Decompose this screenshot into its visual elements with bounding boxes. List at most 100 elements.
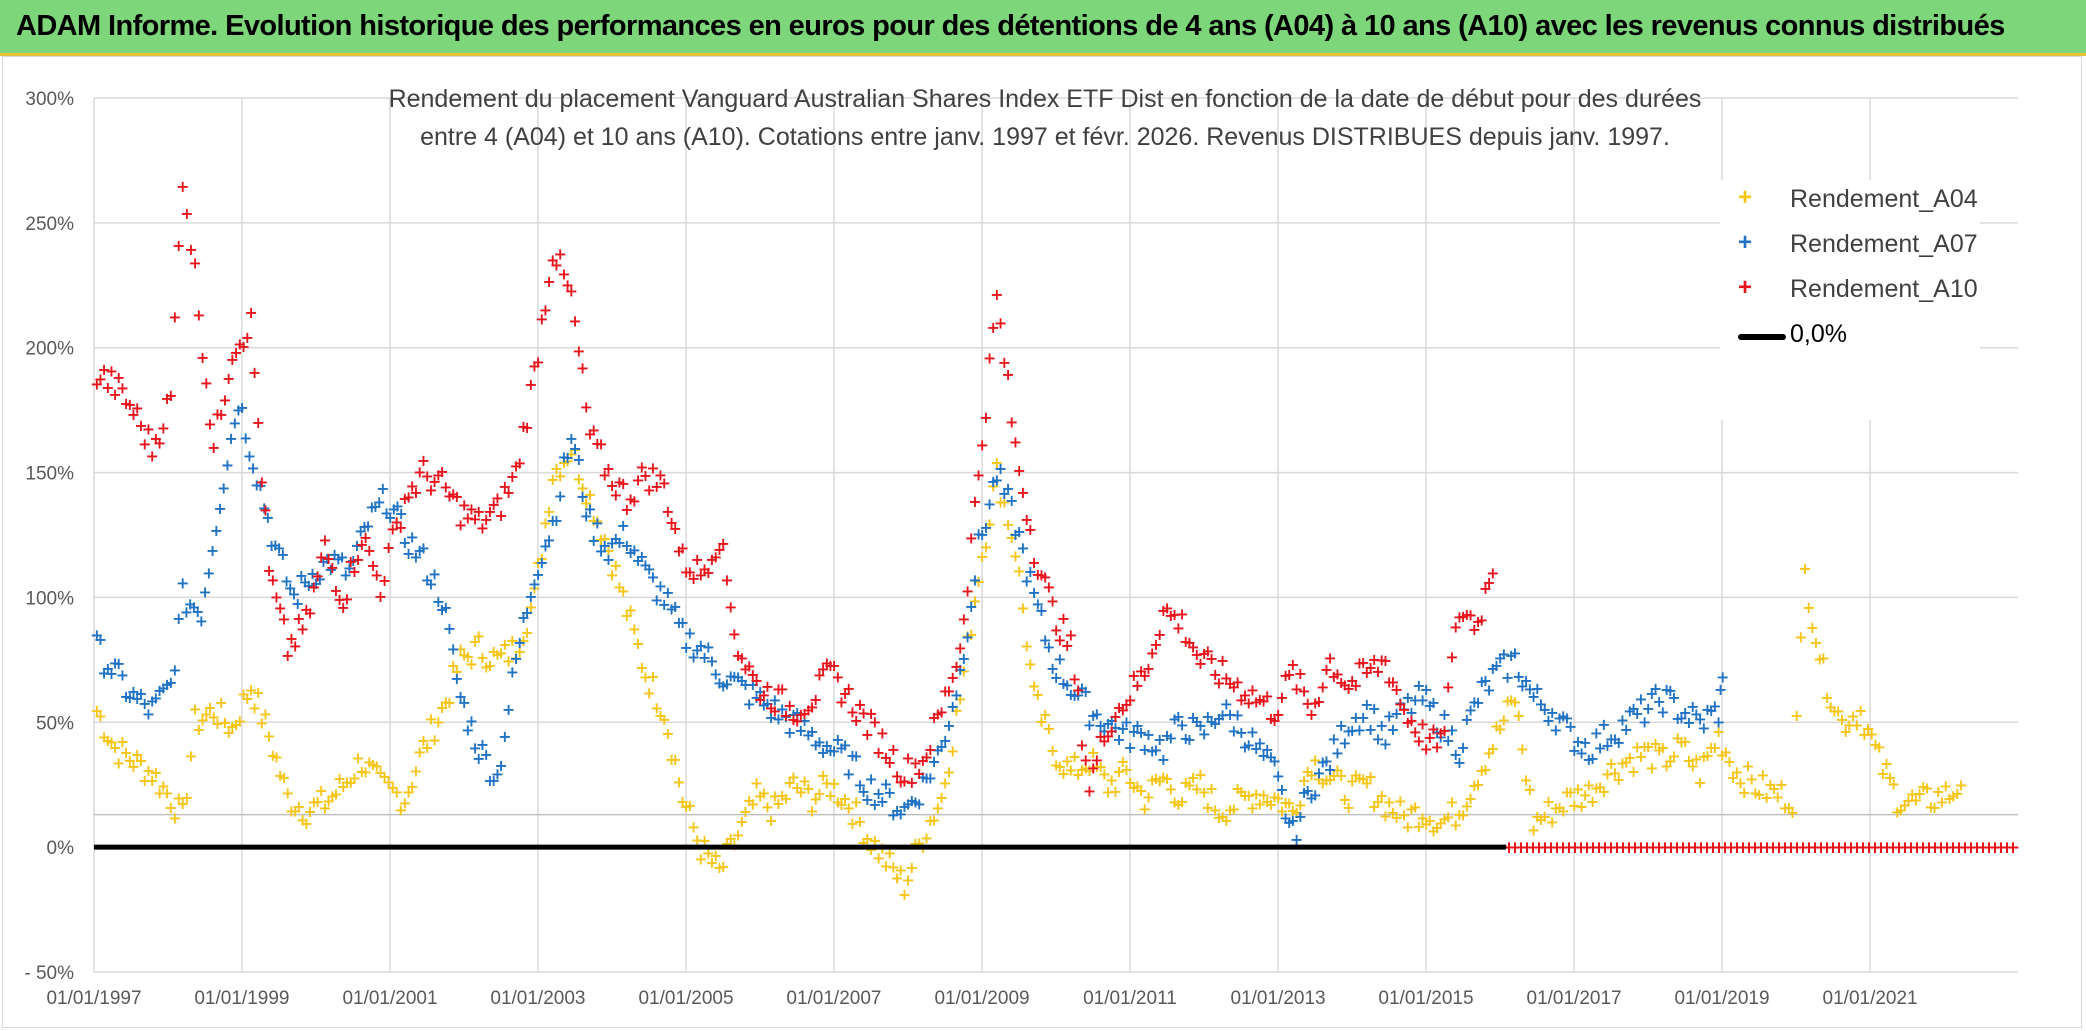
point-marker-a04: + <box>598 529 611 548</box>
point-marker-a04: + <box>1305 766 1318 785</box>
point-marker-a04: + <box>1764 775 1777 794</box>
point-marker-a04: + <box>218 713 231 732</box>
point-marker-a07: + <box>180 602 193 621</box>
x-tick-label: 01/01/2015 <box>1378 988 1473 1009</box>
point-marker-a04: + <box>643 684 656 703</box>
point-marker-a04: + <box>953 690 966 709</box>
point-marker-a07: + <box>365 497 378 516</box>
point-marker-a04: + <box>1353 768 1366 787</box>
point-marker-a04: + <box>724 829 737 848</box>
point-marker-a04: + <box>1771 787 1784 806</box>
point-marker-a04: + <box>1242 786 1255 805</box>
point-marker-a07: + <box>387 499 400 518</box>
point-marker-a10: + <box>409 483 422 502</box>
point-marker-a07: + <box>457 693 470 712</box>
point-marker-a04: + <box>1264 795 1277 814</box>
point-marker-a04: + <box>1386 803 1399 822</box>
point-marker-a04: + <box>816 766 829 785</box>
point-marker-a04: + <box>528 579 541 598</box>
point-marker-a04: + <box>483 656 496 675</box>
point-marker-a04: + <box>1843 716 1856 735</box>
x-tick-label: 01/01/1997 <box>46 988 141 1009</box>
x-tick-label: 01/01/2007 <box>786 988 881 1009</box>
point-marker-a04: + <box>657 710 670 729</box>
x-tick-label: 01/01/1999 <box>194 988 289 1009</box>
point-marker-a07: + <box>108 653 121 672</box>
point-marker-a07: + <box>1697 719 1710 738</box>
point-marker-a04: + <box>435 698 448 717</box>
point-marker-a04: + <box>1261 792 1274 811</box>
x-tick-label: 01/01/2013 <box>1231 988 1326 1009</box>
point-marker-a04: + <box>1275 802 1288 821</box>
point-marker-a04: + <box>1854 701 1867 720</box>
point-marker-a10: + <box>259 500 272 519</box>
point-marker-a10: + <box>1016 483 1029 502</box>
point-marker-a04: + <box>1950 784 1963 803</box>
point-marker-a04: + <box>794 782 807 801</box>
point-marker-a04: + <box>1449 815 1462 834</box>
point-marker-a10: + <box>935 702 948 721</box>
point-marker-a10: + <box>1009 433 1022 452</box>
point-marker-a07: + <box>409 548 422 567</box>
point-marker-a07: + <box>254 476 267 495</box>
point-marker-a04: + <box>1928 798 1941 817</box>
point-marker-a04: + <box>1652 740 1665 759</box>
point-marker-a10: + <box>990 285 1003 304</box>
point-marker-a07: + <box>145 692 158 711</box>
point-marker-a10: + <box>580 397 593 416</box>
point-marker-a04: + <box>180 788 193 807</box>
point-marker-a04: + <box>687 817 700 836</box>
point-marker-a04: + <box>1508 693 1521 712</box>
point-marker-a04: + <box>1756 765 1769 784</box>
point-marker-a04: + <box>861 829 874 848</box>
point-marker-a04: + <box>502 651 515 670</box>
point-marker-a04: + <box>757 783 770 802</box>
point-marker-a10: + <box>520 418 533 437</box>
point-marker-a07: + <box>979 518 992 537</box>
point-marker-a10: + <box>716 534 729 553</box>
point-marker-a04: + <box>145 771 158 790</box>
point-marker-a04: + <box>805 802 818 821</box>
point-marker-a04: + <box>1316 774 1329 793</box>
point-marker-a04: + <box>1861 719 1874 738</box>
point-marker-a04: + <box>1168 793 1181 812</box>
point-marker-a04: + <box>650 698 663 717</box>
point-marker-a04: + <box>112 753 125 772</box>
point-marker-a04: + <box>406 777 419 796</box>
point-marker-a04: + <box>517 631 530 650</box>
point-marker-a04: + <box>351 748 364 767</box>
point-marker-a04: + <box>303 802 316 821</box>
point-marker-a10: + <box>669 519 682 538</box>
point-marker-a10: + <box>157 419 170 438</box>
point-marker-a07: + <box>358 517 371 536</box>
point-marker-a07: + <box>394 504 407 523</box>
point-marker-a04: + <box>311 792 324 811</box>
point-marker-a07: + <box>309 574 322 593</box>
point-marker-a07: + <box>287 584 300 603</box>
point-marker-a04: + <box>226 717 239 736</box>
x-tick-label: 01/01/2017 <box>1527 988 1622 1009</box>
point-marker-a07: + <box>119 687 132 706</box>
point-marker-a10: + <box>728 625 741 644</box>
point-marker-a04: + <box>1471 775 1484 794</box>
point-marker-a04: + <box>1445 792 1458 811</box>
point-marker-a04: + <box>1079 759 1092 778</box>
point-marker-a04: + <box>905 858 918 877</box>
point-marker-a04: + <box>160 784 173 803</box>
point-marker-a04: + <box>1220 811 1233 830</box>
point-marker-a04: + <box>1160 769 1173 788</box>
point-marker-a04: + <box>1249 784 1262 803</box>
point-marker-a04: + <box>1382 792 1395 811</box>
point-marker-a10: + <box>1072 680 1085 699</box>
point-marker-a04: + <box>739 802 752 821</box>
point-marker-a07: + <box>587 531 600 550</box>
point-marker-a04: + <box>1197 782 1210 801</box>
point-marker-a04: + <box>1427 821 1440 840</box>
point-marker-a04: + <box>546 470 559 489</box>
point-marker-a04: + <box>1846 707 1859 726</box>
point-marker-a07: + <box>557 448 570 467</box>
point-marker-a04: + <box>1227 799 1240 818</box>
point-marker-a04: + <box>450 662 463 681</box>
point-marker-a07: + <box>206 541 219 560</box>
point-marker-a04: + <box>1894 800 1907 819</box>
